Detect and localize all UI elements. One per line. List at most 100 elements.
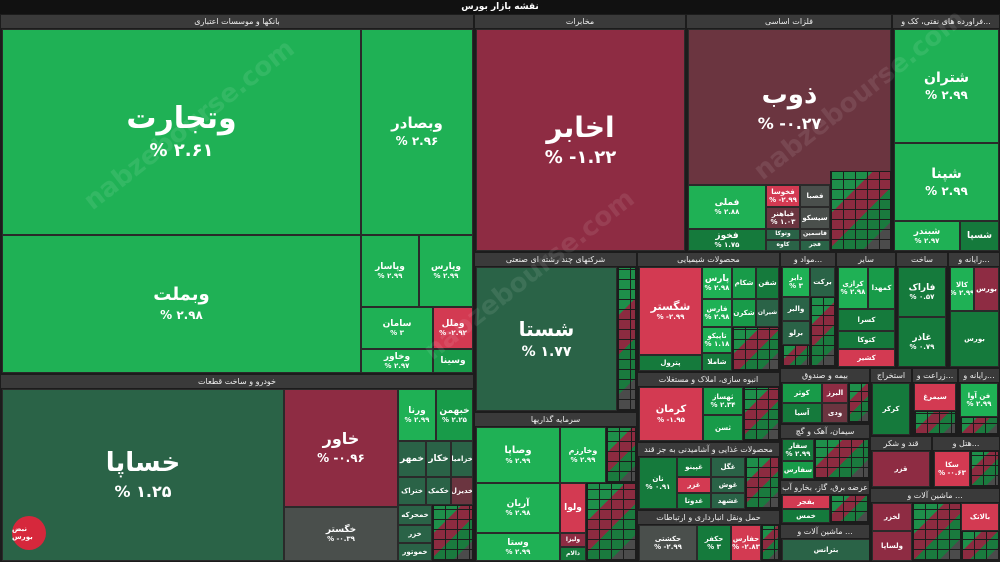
tile-khzamia[interactable]: خزامیا <box>451 441 473 477</box>
tile-khmehrkh[interactable]: خمحرکه <box>398 505 432 525</box>
tile-khzar[interactable]: خزر <box>398 525 432 543</box>
tile-ghsha[interactable]: غشهد <box>711 493 745 509</box>
tile-saman[interactable]: سامان % ۳ <box>361 307 433 349</box>
tile-hfars[interactable]: حفارس % -۲.۸۳ <box>731 525 761 561</box>
tile-fasmin[interactable]: فاسمین <box>800 229 830 240</box>
tile-fkhoz[interactable]: فخوز % ۱.۷۵ <box>688 229 766 251</box>
tile-faraz[interactable]: فاراک % ۰.۵۷ <box>898 267 946 317</box>
tile-fsabsa[interactable]: فصبا <box>800 185 830 207</box>
tile-khamoot[interactable]: خموتور <box>398 543 432 561</box>
tile-zob[interactable]: ذوب % -۰.۲۷ <box>688 29 891 185</box>
tile-valbor[interactable]: والبر <box>782 297 810 321</box>
tile-brva[interactable]: بورس <box>974 267 999 311</box>
tile-baltak[interactable]: بالاتک <box>961 503 999 531</box>
tile-brava[interactable]: برلو <box>782 321 810 345</box>
tile-kvthr[interactable]: کوثر <box>782 383 822 403</box>
tile-vdi[interactable]: ودی <box>822 403 848 423</box>
tile-vtejarat[interactable]: وتجارت % ۲.۶۱ <box>2 29 361 235</box>
tile-vsta[interactable]: وستا % ۲.۹۹ <box>476 533 560 561</box>
tile-ghzzr[interactable]: قزر <box>872 451 930 487</box>
tile-fars[interactable]: فارس % ۲.۹۸ <box>702 299 732 327</box>
tile-ghgol[interactable]: غگل <box>711 457 745 477</box>
tile-akhabar[interactable]: اخابر % -۱.۲۲ <box>476 29 685 251</box>
tile-ghnosh[interactable]: نان % ۰.۹۱ <box>639 457 677 509</box>
tile-arian[interactable]: آریان % ۲.۹۸ <box>476 483 560 533</box>
tile-vrena[interactable]: ورنا % ۲.۹۹ <box>398 389 436 441</box>
tile-vbsader[interactable]: وبصادر % ۲.۹۶ <box>361 29 473 235</box>
tile-khgostar[interactable]: خگستر % -۰.۳۹ <box>284 507 398 561</box>
tile-fn[interactable]: فن آوا % ۲.۹۹ <box>960 383 998 417</box>
tile-kashir[interactable]: کشیر <box>838 349 895 367</box>
tile-vmal[interactable]: وملل % -۲.۹۲ <box>433 307 473 349</box>
tile-bfajr[interactable]: بفجر <box>782 495 830 509</box>
tile-shekam[interactable]: شکام <box>732 267 756 299</box>
tile-shbandar[interactable]: شبندر % ۲.۹۷ <box>894 221 960 251</box>
tile-shgostar[interactable]: شگستر % -۲.۹۹ <box>639 267 702 355</box>
tile-ghzar[interactable]: غزر <box>677 477 711 493</box>
tile-sisko[interactable]: سیسکو <box>800 207 830 229</box>
tile-vkharazm[interactable]: وخارزم % ۲.۹۹ <box>560 427 606 483</box>
tile-ghazal[interactable]: غاذر % ۰.۷۹ <box>898 317 946 367</box>
tile-shaplast[interactable]: شاملا <box>702 353 732 371</box>
tile-vsalem[interactable]: ولساپا <box>872 531 912 561</box>
tile-fkhosa[interactable]: فخوسا % -۲.۹۹ <box>766 185 800 207</box>
tile-fameli[interactable]: فملی % ۲.۸۸ <box>688 185 766 229</box>
tile-daber[interactable]: دابر % ۳ <box>782 267 810 297</box>
tile-khemhor[interactable]: خمهر <box>398 441 426 477</box>
tile-shafan[interactable]: شفن <box>756 267 779 299</box>
tile-khkamak[interactable]: خکمک <box>426 477 451 505</box>
tile-khkar[interactable]: خکار <box>426 441 451 477</box>
tile-shsina[interactable]: شسپا <box>960 221 999 251</box>
tile-tasasn[interactable]: ثسن <box>703 415 743 441</box>
tile-albrz[interactable]: البرز <box>822 383 848 403</box>
tile-ghdota[interactable]: غدوتا <box>677 493 711 509</box>
tile-barekat[interactable]: برکت <box>810 267 835 297</box>
tile-khbahman[interactable]: خبهمن % ۲.۲۵ <box>436 389 473 441</box>
tile-krkhn[interactable]: کرکر <box>872 383 910 435</box>
tile-asia[interactable]: آسیا <box>782 403 822 423</box>
tile-shekarn[interactable]: شکرن <box>732 299 756 327</box>
tile-brx[interactable]: بورس <box>950 311 999 367</box>
tile-vliza[interactable]: ولیزا <box>560 533 586 547</box>
tile-kala[interactable]: کالا % ۲.۹۹ <box>950 267 974 311</box>
tile-katoka[interactable]: کتوکا <box>838 331 895 349</box>
tile-shetran[interactable]: شتران % ۲.۹۹ <box>894 29 999 143</box>
tile-tapiko[interactable]: تاپیکو % ۱.۱۸ <box>702 327 732 353</box>
tile-fajhan[interactable]: فباهنر % ۱.۰۳ <box>766 207 800 229</box>
tile-shasta[interactable]: شستا % ۱.۷۷ <box>476 267 617 411</box>
tile-vsepa[interactable]: وصاپا % ۲.۹۹ <box>476 427 560 483</box>
tile-kamhdnd[interactable]: کمهدا <box>868 267 895 309</box>
tile-vparas[interactable]: وپارس % ۲.۹۹ <box>419 235 473 307</box>
tile-kerman[interactable]: کرمان % -۱.۹۵ <box>639 387 703 441</box>
tile-sfars[interactable]: سفارس <box>782 461 814 479</box>
tile-ksra[interactable]: کسرا <box>838 309 895 331</box>
tile-lkhazar[interactable]: لخزر <box>872 503 912 531</box>
tile-ghnin[interactable]: غپینو <box>677 457 711 477</box>
tile-khsa[interactable]: خمس <box>782 509 830 523</box>
tile-khavar[interactable]: خاور % -۰.۹۶ <box>284 389 398 507</box>
tile-parsan[interactable]: پارس % ۲.۹۸ <box>702 267 732 299</box>
tile-smrg[interactable]: سیمرغ <box>914 383 956 411</box>
tile-shepna[interactable]: شپنا % ۲.۹۹ <box>894 143 999 221</box>
tile-vkhavar[interactable]: وخاور % ۲.۹۷ <box>361 349 433 373</box>
tile-votka[interactable]: وتوکا <box>766 229 800 240</box>
tile-dalam[interactable]: دالام <box>560 547 586 561</box>
tile-hkfar[interactable]: حکفر % ۳ <box>697 525 731 561</box>
tile-vpasar[interactable]: وپاسار % ۲.۹۹ <box>361 235 419 307</box>
tile-vbemellat[interactable]: وبملت % ۲.۹۸ <box>2 235 361 373</box>
tile-petrol[interactable]: پترول <box>639 355 702 371</box>
tile-fjar[interactable]: فجر <box>800 240 830 251</box>
tile-kave[interactable]: کاوه <box>766 240 800 251</box>
tile-vsina[interactable]: وسینا <box>433 349 473 373</box>
tile-khtraktor[interactable]: ختراک <box>398 477 426 505</box>
tile-krazi[interactable]: کرازی % ۲.۹۸ <box>838 267 868 309</box>
tile-khsapa[interactable]: خساپا % ۱.۲۵ <box>2 389 284 561</box>
tile-shiran[interactable]: شیران <box>756 299 779 327</box>
tile-ghoresh[interactable]: غوش <box>711 477 745 493</box>
tile-btrans[interactable]: بترانس <box>782 539 869 561</box>
tile-khodinal[interactable]: خدیزل <box>451 477 473 505</box>
tile-hkeshti[interactable]: حکشتی % -۲.۹۹ <box>639 525 697 561</box>
tile-stvr[interactable]: سفار % ۲.۹۹ <box>782 439 814 461</box>
tile-valo[interactable]: ولوا <box>560 483 586 533</box>
tile-sakna[interactable]: سکا % -۰.۶۳ <box>934 451 970 487</box>
